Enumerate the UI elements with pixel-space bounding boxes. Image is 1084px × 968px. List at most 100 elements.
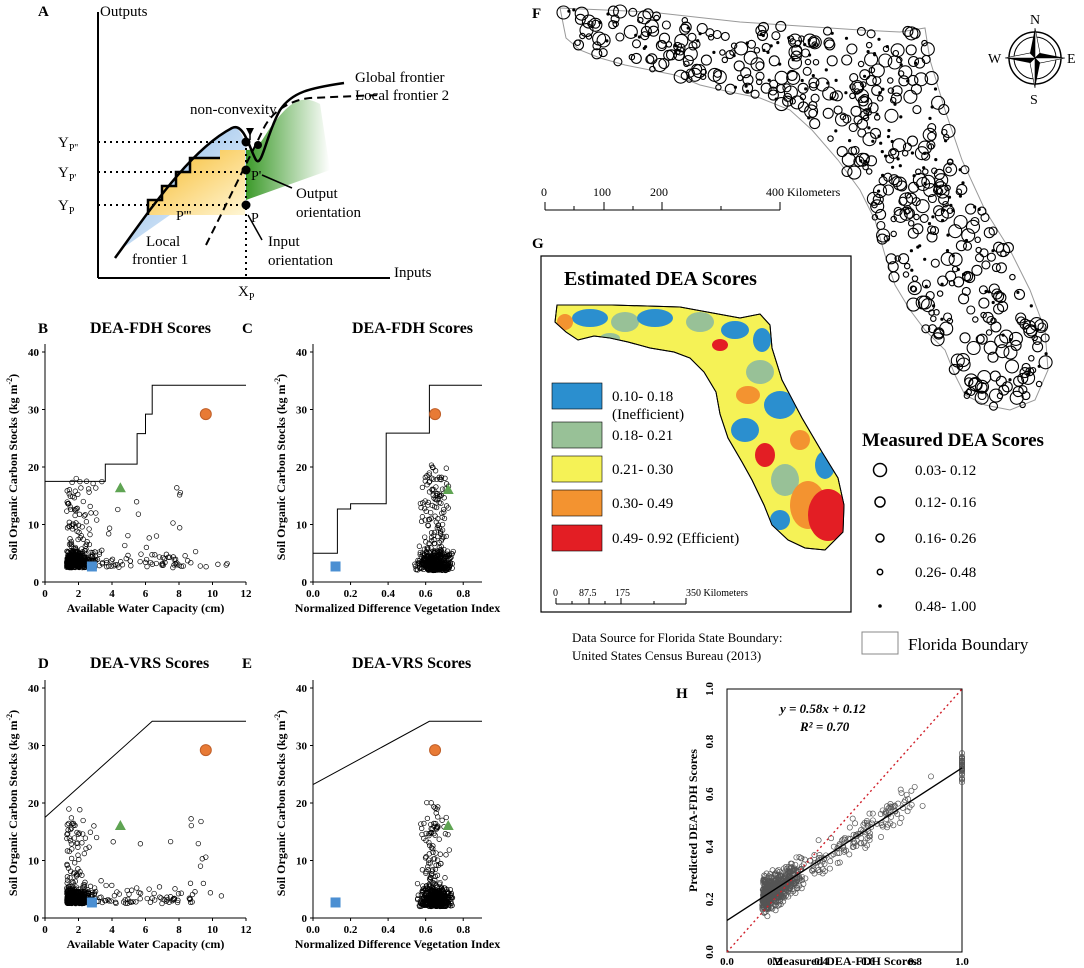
map-sample-circle [883, 235, 891, 242]
map-sample-circle [961, 181, 965, 185]
scatter-point [76, 529, 82, 535]
map-sample-circle [904, 26, 919, 41]
scatter-point [426, 851, 432, 857]
map-sample-circle [946, 158, 954, 166]
map-sample-circle [940, 317, 944, 321]
map-sample-circle [847, 165, 862, 180]
scatter-point [170, 564, 176, 571]
scatter-point [76, 830, 83, 836]
map-sample-circle [745, 89, 750, 93]
chart-title: DEA-VRS Scores [352, 655, 471, 672]
scatter-point [80, 882, 87, 888]
scatter-point [426, 832, 432, 839]
scatter-point [959, 772, 965, 779]
scatter-point [157, 894, 163, 900]
scatter-point [114, 562, 120, 568]
map-sample-circle [876, 220, 886, 231]
map-sample-circle [934, 158, 938, 162]
scatter-point [424, 815, 431, 822]
legend-circle-5 [878, 604, 882, 608]
map-sample-circle [834, 112, 850, 127]
scatter-point [441, 495, 447, 501]
map-sample-circle [960, 165, 970, 175]
scatter-point [420, 500, 426, 506]
scatter-point [414, 560, 420, 567]
scatter-point [428, 462, 435, 468]
scatter-point [432, 468, 439, 474]
map-sample-circle [712, 50, 716, 55]
legend-g-5: 0.49- 0.92 (Efficient) [612, 531, 739, 547]
map-sample-circle [879, 141, 883, 145]
map-sample-circle [822, 107, 834, 119]
map-sample-circle [640, 25, 652, 37]
map-sample-circle [867, 126, 871, 130]
scatter-point [444, 565, 450, 572]
scatter-point [135, 511, 142, 517]
map-sample-circle [1040, 333, 1050, 343]
scatter-point [66, 523, 72, 529]
map-sample-circle [1019, 367, 1031, 379]
scale-f-200: 200 [650, 185, 668, 199]
map-sample-circle [939, 321, 954, 336]
y-tick-label: 0 [302, 577, 308, 589]
map-sample-circle [1032, 341, 1044, 353]
scatter-point [156, 554, 163, 560]
scatter-point [887, 803, 894, 810]
map-sample-circle [637, 35, 642, 39]
scatter-point [124, 887, 130, 894]
map-sample-circle [888, 271, 900, 283]
scatter-point [137, 896, 143, 902]
map-sample-circle [776, 41, 780, 45]
scatter-point [92, 888, 99, 895]
scatter-point [877, 811, 884, 817]
map-sample-circle [912, 105, 922, 115]
scatter-point [799, 873, 805, 880]
scatter-point [864, 835, 871, 841]
scatter-point [79, 872, 85, 878]
scatter-point [811, 852, 818, 858]
frontier-line [312, 720, 482, 786]
map-sample-circle [581, 14, 596, 29]
map-sample-circle [673, 69, 688, 84]
map-sample-circle [887, 77, 894, 84]
scatter-point [439, 900, 445, 906]
scatter-point [769, 902, 776, 909]
map-sample-circle [692, 64, 707, 79]
map-sample-circle [623, 24, 638, 39]
scatter-point [207, 890, 214, 896]
scatter-point [787, 860, 794, 867]
map-sample-circle [750, 57, 765, 72]
x-tick-label: 2 [76, 924, 82, 936]
scatter-point [442, 475, 448, 481]
scatter-point [815, 857, 822, 864]
scatter-point [64, 548, 70, 554]
scatter-point [430, 903, 436, 909]
scatter-point [69, 899, 75, 905]
scatter-point [87, 531, 93, 538]
map-sample-circle [746, 39, 757, 49]
map-sample-circle [988, 401, 999, 411]
map-sample-circle [974, 236, 981, 244]
map-sample-circle [987, 351, 999, 363]
scatter-point [418, 504, 424, 511]
map-sample-circle [923, 183, 938, 198]
map-sample-circle [790, 50, 802, 62]
y-axis-label: Soil Organic Carbon Stocks (kg m-2) [273, 710, 288, 896]
map-sample-circle [907, 55, 920, 68]
scatter-point [443, 465, 449, 471]
map-sample-circle [853, 115, 863, 125]
scatter-point [91, 891, 97, 898]
scatter-point [420, 901, 427, 907]
map-sample-circle [857, 95, 869, 107]
scatter-point [146, 535, 152, 541]
scatter-point [125, 532, 131, 539]
legend-item-4: 0.26- 0.48 [915, 565, 976, 581]
scatter-point [433, 894, 440, 900]
map-sample-circle [871, 84, 883, 96]
map-sample-circle [933, 328, 945, 340]
local-frontier-1-label-1: Local [146, 234, 180, 250]
map-sample-circle [683, 60, 690, 68]
map-sample-circle [756, 29, 769, 41]
scatter-point [65, 501, 71, 507]
scatter-point [898, 789, 905, 796]
